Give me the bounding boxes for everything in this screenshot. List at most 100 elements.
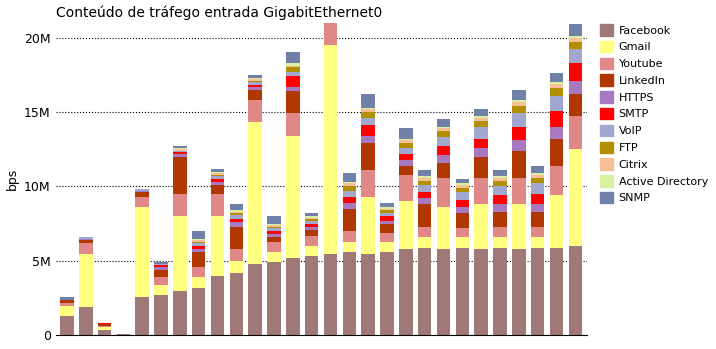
- Bar: [248, 81, 262, 82]
- Bar: [248, 79, 262, 81]
- Bar: [305, 213, 319, 216]
- Bar: [569, 42, 582, 50]
- Bar: [418, 227, 432, 237]
- Bar: [342, 209, 356, 231]
- Bar: [173, 291, 187, 335]
- Bar: [230, 210, 243, 212]
- Bar: [380, 233, 394, 242]
- Bar: [475, 117, 488, 118]
- Bar: [173, 154, 187, 157]
- Bar: [98, 330, 111, 335]
- Bar: [418, 176, 432, 178]
- Bar: [135, 207, 149, 297]
- Bar: [267, 224, 281, 225]
- Bar: [154, 267, 168, 270]
- Bar: [380, 210, 394, 213]
- Bar: [60, 303, 74, 306]
- Bar: [286, 67, 300, 72]
- Bar: [342, 191, 356, 197]
- Bar: [192, 277, 205, 288]
- Bar: [342, 231, 356, 242]
- Bar: [267, 228, 281, 231]
- Bar: [531, 184, 544, 194]
- Bar: [437, 249, 450, 335]
- Bar: [362, 143, 375, 170]
- Bar: [493, 247, 507, 335]
- Bar: [173, 146, 187, 148]
- Bar: [493, 195, 507, 205]
- Bar: [550, 127, 563, 139]
- Text: Conteúdo de tráfego entrada GigabitEthernet0: Conteúdo de tráfego entrada GigabitEther…: [56, 6, 382, 20]
- Bar: [192, 242, 205, 243]
- Bar: [550, 247, 563, 335]
- Bar: [192, 239, 205, 240]
- Bar: [98, 323, 111, 324]
- Bar: [267, 227, 281, 228]
- Bar: [455, 207, 469, 213]
- Bar: [211, 185, 224, 194]
- Bar: [342, 186, 356, 191]
- Bar: [230, 205, 243, 210]
- Bar: [512, 205, 526, 249]
- Bar: [211, 176, 224, 179]
- Bar: [230, 249, 243, 261]
- Bar: [248, 122, 262, 264]
- Y-axis label: bps: bps: [6, 168, 19, 190]
- Bar: [550, 166, 563, 195]
- Bar: [267, 242, 281, 252]
- Bar: [154, 262, 168, 264]
- Bar: [305, 236, 319, 246]
- Bar: [79, 253, 92, 307]
- Bar: [211, 276, 224, 335]
- Bar: [455, 213, 469, 228]
- Bar: [230, 222, 243, 227]
- Bar: [380, 242, 394, 252]
- Bar: [475, 118, 488, 121]
- Bar: [305, 221, 319, 224]
- Bar: [437, 128, 450, 131]
- Bar: [380, 207, 394, 209]
- Bar: [362, 170, 375, 197]
- Bar: [324, 2, 337, 5]
- Bar: [154, 285, 168, 295]
- Bar: [512, 102, 526, 106]
- Bar: [455, 184, 469, 185]
- Bar: [418, 170, 432, 176]
- Bar: [475, 148, 488, 157]
- Bar: [512, 90, 526, 100]
- Bar: [286, 91, 300, 113]
- Bar: [154, 277, 168, 285]
- Bar: [399, 128, 412, 139]
- Bar: [342, 242, 356, 252]
- Bar: [192, 243, 205, 246]
- Bar: [399, 159, 412, 166]
- Bar: [342, 182, 356, 184]
- Bar: [512, 100, 526, 102]
- Legend: Facebook, Gmail, Youtube, LinkedIn, HTTPS, SMTP, VoIP, FTP, Citrix, Active Direc: Facebook, Gmail, Youtube, LinkedIn, HTTP…: [597, 22, 710, 206]
- Bar: [437, 155, 450, 163]
- Bar: [475, 205, 488, 249]
- Bar: [286, 52, 300, 63]
- Bar: [512, 140, 526, 151]
- Bar: [437, 207, 450, 249]
- Bar: [512, 113, 526, 127]
- Bar: [248, 75, 262, 78]
- Bar: [380, 213, 394, 216]
- Bar: [342, 184, 356, 186]
- Bar: [362, 197, 375, 253]
- Bar: [399, 148, 412, 154]
- Bar: [192, 231, 205, 239]
- Bar: [248, 85, 262, 87]
- Bar: [305, 216, 319, 218]
- Bar: [230, 227, 243, 249]
- Bar: [418, 180, 432, 185]
- Bar: [455, 192, 469, 200]
- Bar: [512, 178, 526, 205]
- Bar: [569, 117, 582, 149]
- Bar: [267, 237, 281, 242]
- Bar: [154, 295, 168, 335]
- Bar: [455, 185, 469, 188]
- Bar: [437, 163, 450, 178]
- Bar: [437, 178, 450, 207]
- Bar: [455, 188, 469, 192]
